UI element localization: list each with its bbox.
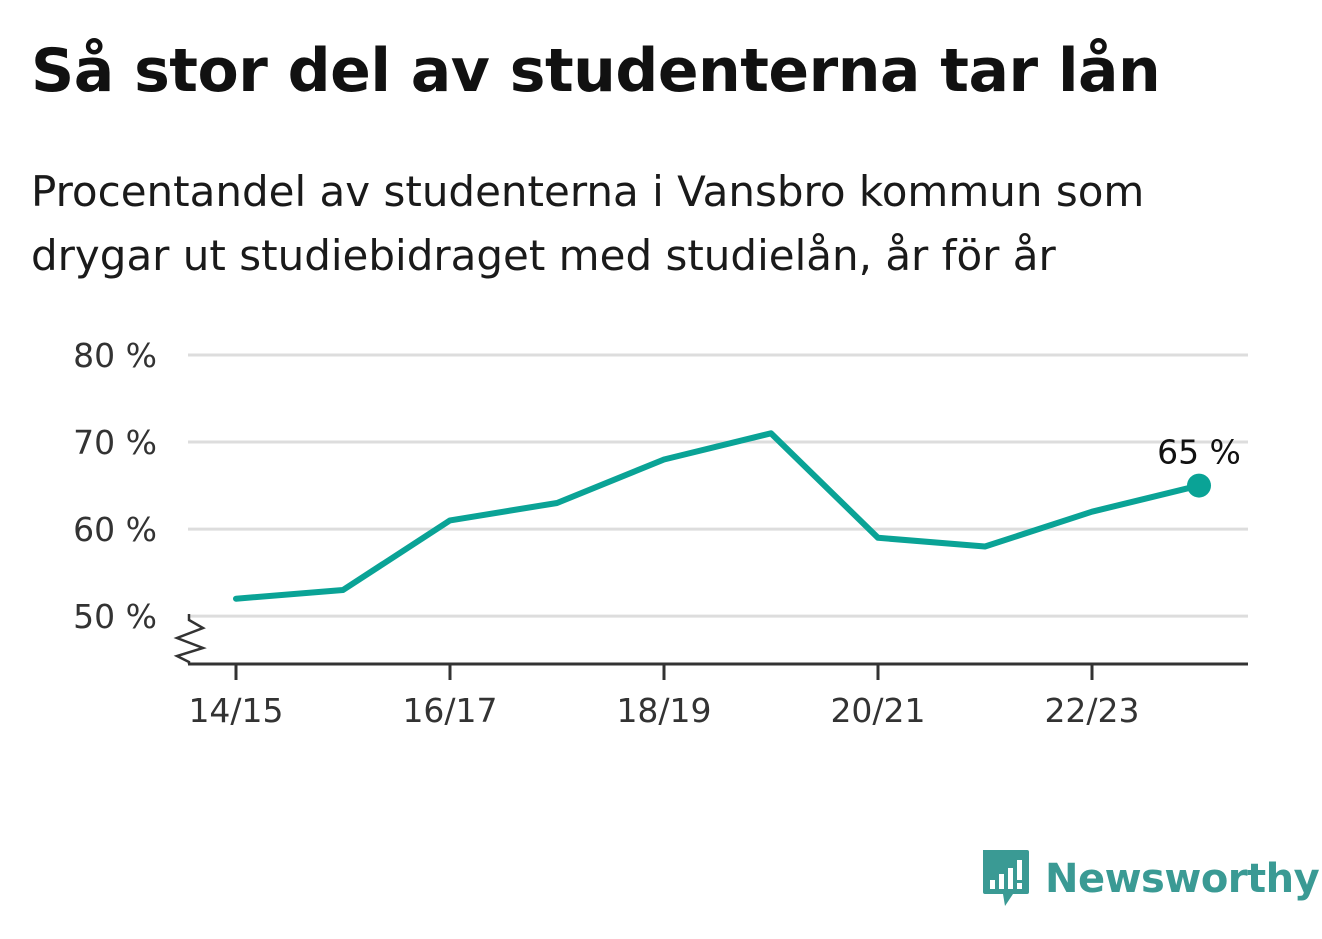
x-tick-label: 20/21 xyxy=(830,691,925,730)
last-value-label: 65 % xyxy=(1157,433,1241,472)
y-axis-break-icon xyxy=(173,614,207,664)
chart-subtitle: Procentandel av studenterna i Vansbro ko… xyxy=(31,167,1145,280)
newsworthy-chart-icon xyxy=(983,850,1029,906)
series-line xyxy=(233,430,1202,602)
x-tick-label: 18/19 xyxy=(616,691,711,730)
data-points xyxy=(1187,473,1211,498)
y-tick-label: 60 % xyxy=(73,510,157,549)
newsworthy-logo: Newsworthy xyxy=(981,848,1320,910)
x-tick-label: 16/17 xyxy=(402,691,497,730)
y-tick-label: 70 % xyxy=(73,423,157,462)
chart-title: Så stor del av studenterna tar lån xyxy=(31,36,1161,106)
x-tick-label: 14/15 xyxy=(188,691,283,730)
gridlines xyxy=(188,353,1248,618)
x-axis-ticks: 14/15 16/17 18/19 20/21 22/23 xyxy=(188,664,1140,730)
last-data-point xyxy=(1187,473,1211,498)
y-axis-tick-labels: 50 % 60 % 70 % 80 % xyxy=(73,336,157,636)
y-tick-label: 80 % xyxy=(73,336,157,375)
brand-name: Newsworthy xyxy=(1045,856,1320,902)
y-tick-label: 50 % xyxy=(73,597,157,636)
x-tick-label: 22/23 xyxy=(1044,691,1139,730)
